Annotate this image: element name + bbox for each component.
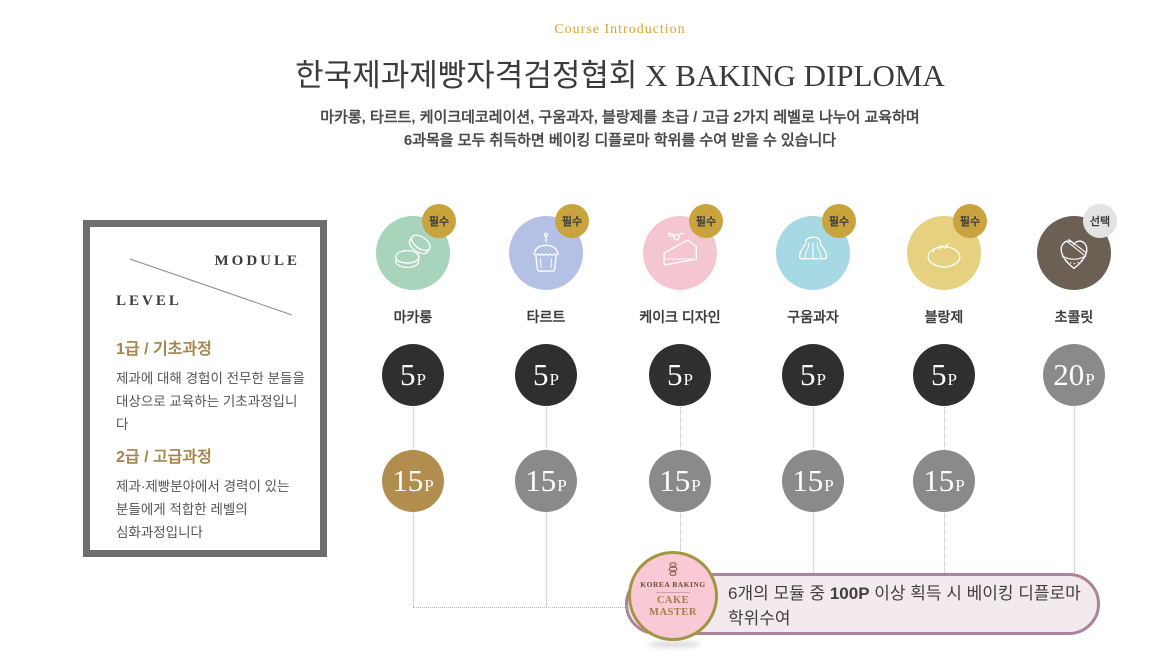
level2-points: 15 P <box>382 450 444 512</box>
bread-icon <box>927 243 961 268</box>
module-label: 구움과자 <box>787 309 839 325</box>
level-2-title: 2급 / 고급과정 <box>116 449 212 466</box>
seal-title-text: MASTER <box>649 606 697 618</box>
chocolate-box-icon <box>1060 238 1088 270</box>
level-2-text: 제과·제빵분야에서 경력이 있는 <box>116 479 290 494</box>
dotted-connector <box>944 407 945 450</box>
page-title: 한국제과제빵자격검정협회 X BAKING DIPLOMA <box>295 58 945 93</box>
macaron-icon <box>395 234 431 269</box>
level-2-text: 심화과정입니다 <box>116 525 203 540</box>
section-eyebrow: Course Introduction <box>554 22 686 37</box>
dotted-connector <box>546 407 547 450</box>
seal-shadow <box>648 641 700 648</box>
tart-icon <box>533 232 559 272</box>
canele-icon <box>798 236 828 260</box>
dotted-connector <box>944 512 945 573</box>
dotted-connector <box>813 512 814 573</box>
subtitle-line: 마카롱, 타르트, 케이크데코레이션, 구움과자, 블랑제를 초급 / 고급 2… <box>320 109 920 126</box>
dotted-connector <box>546 512 547 607</box>
level-module-legend: MODULE LEVEL 1급 / 기초과정 제과에 대해 경험이 전무한 분들… <box>83 220 327 557</box>
level-1-title: 1급 / 기초과정 <box>116 341 212 358</box>
subtitle-line: 6과목을 모두 취득하면 베이킹 디플로마 학위를 수여 받을 수 있습니다 <box>403 132 837 149</box>
seal-brand-text: KOREA BAKING <box>640 580 706 589</box>
dotted-connector <box>1074 407 1075 573</box>
required-badge: 필수 <box>422 204 456 238</box>
elective-badge: 선택 <box>1083 204 1117 238</box>
level-2-description: 2급 / 고급과정 제과·제빵분야에서 경력이 있는 분들에게 적합한 레벨의 … <box>116 443 306 544</box>
required-badge: 필수 <box>822 204 856 238</box>
level-1-description: 1급 / 기초과정 제과에 대해 경험이 전무한 분들을 대상으로 교육하는 기… <box>116 335 306 436</box>
seal-divider <box>656 591 690 593</box>
level1-points: 20 P <box>1043 344 1105 406</box>
module-label: 초콜릿 <box>1054 309 1094 325</box>
diploma-award-text: 6개의 모듈 중 100P 이상 획득 시 베이킹 디플로마 학위수여 <box>728 584 1081 628</box>
section-subtitle: 마카롱, 타르트, 케이크데코레이션, 구움과자, 블랑제를 초급 / 고급 2… <box>60 106 1159 152</box>
points-threshold: 100P <box>829 584 870 603</box>
required-badge: 필수 <box>953 204 987 238</box>
axis-label-level: LEVEL <box>116 293 182 309</box>
level-2-text: 분들에게 적합한 레벨의 <box>116 502 248 517</box>
axis-label-module: MODULE <box>214 253 300 269</box>
module-label: 케이크 디자인 <box>639 309 721 325</box>
seal-title-text: CAKE <box>656 595 690 606</box>
level2-points: 15 P <box>649 450 711 512</box>
dotted-connector <box>813 407 814 450</box>
korea-baking-seal: KOREA BAKING CAKE MASTER <box>628 551 718 641</box>
dotted-connector <box>413 407 414 450</box>
level2-points: 15 P <box>782 450 844 512</box>
cake-slice-icon <box>663 232 697 266</box>
dotted-connector <box>413 607 635 608</box>
required-badge: 필수 <box>689 204 723 238</box>
module-label: 블랑제 <box>924 309 964 325</box>
diagonal-divider-line <box>129 258 293 316</box>
module-label: 타르트 <box>526 309 566 325</box>
level-1-text: 대상으로 교육하는 기초과정입니다 <box>116 394 298 432</box>
level2-points: 15 P <box>515 450 577 512</box>
seal-cake-icon <box>668 562 678 576</box>
level2-points: 15 P <box>913 450 975 512</box>
level-1-text: 제과에 대해 경험이 전무한 분들을 <box>116 371 305 386</box>
dotted-connector <box>680 407 681 450</box>
module-label: 마카롱 <box>393 309 433 325</box>
dotted-connector <box>413 512 414 607</box>
required-badge: 필수 <box>555 204 589 238</box>
